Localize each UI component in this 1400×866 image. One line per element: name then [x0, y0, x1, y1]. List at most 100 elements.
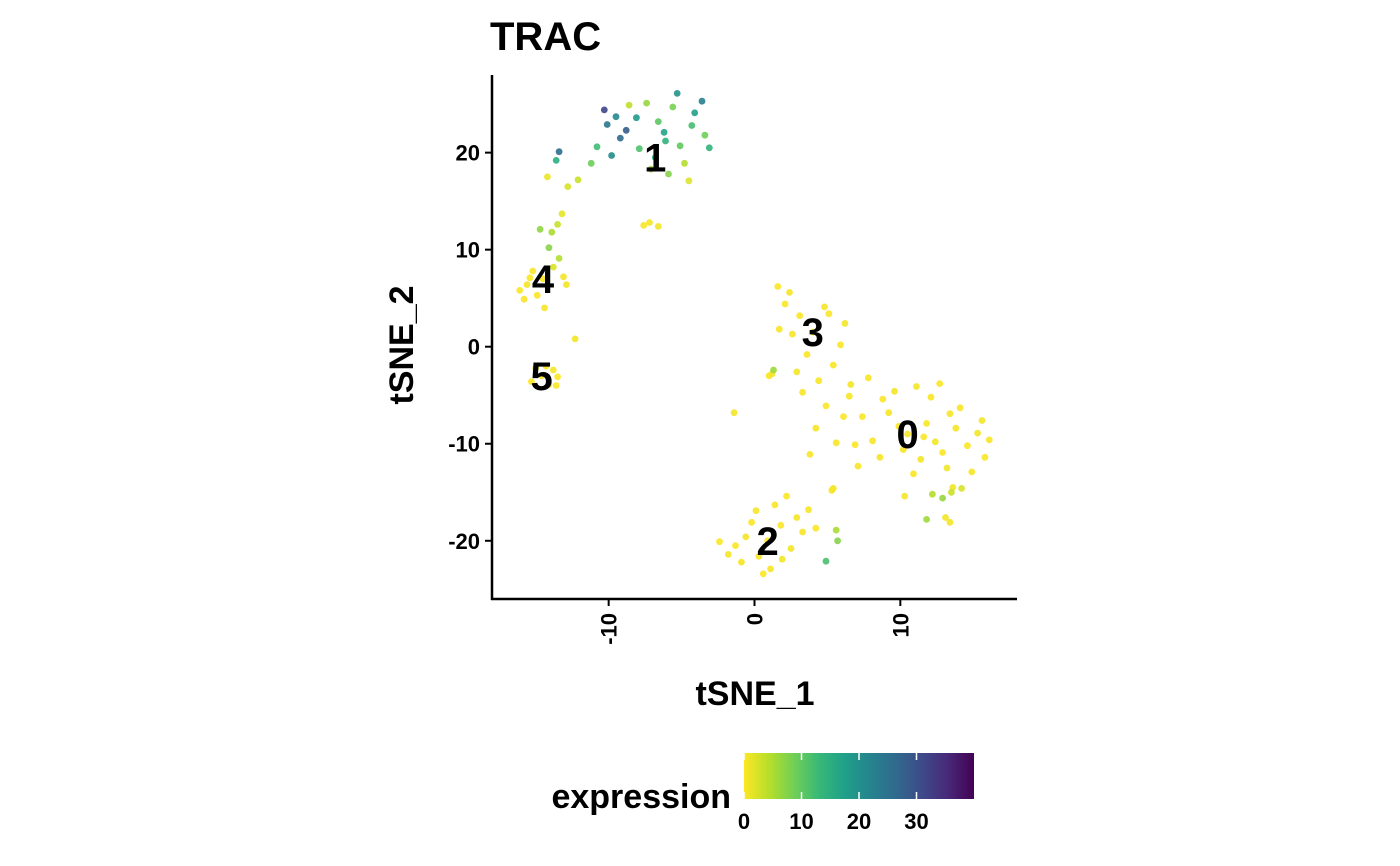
cell-point	[544, 173, 551, 181]
y-axis-ticks: -20 -10 0 10 20	[448, 141, 492, 554]
cell-point	[765, 372, 773, 380]
cell-point	[778, 555, 786, 563]
cell-point	[917, 455, 925, 463]
cell-point	[923, 420, 930, 427]
cell-point	[920, 433, 928, 441]
cell-point	[755, 552, 763, 560]
cell-point	[805, 506, 812, 514]
cell-point	[625, 101, 633, 109]
cell-point	[532, 364, 540, 372]
cell-point	[622, 126, 630, 134]
y-tick-label: 10	[456, 238, 480, 263]
cell-point	[539, 275, 547, 283]
y-tick-label: 0	[468, 335, 480, 360]
cell-point	[968, 468, 976, 476]
cell-point	[958, 485, 965, 492]
cluster-label: 5	[530, 355, 552, 399]
cell-point	[946, 410, 954, 418]
cell-point	[716, 538, 723, 546]
cell-point	[796, 312, 804, 320]
cell-point	[775, 325, 783, 333]
legend: expression 0 10 20 30	[551, 753, 974, 834]
cell-point	[841, 320, 849, 327]
cell-point	[748, 518, 755, 526]
points-layer	[516, 90, 993, 578]
cell-point	[685, 177, 693, 185]
cell-point	[538, 372, 545, 380]
cell-point	[803, 351, 811, 358]
cell-point	[851, 441, 859, 449]
cell-point	[742, 533, 750, 541]
cell-point	[777, 521, 785, 529]
cell-point	[732, 542, 739, 549]
cluster-label: 3	[802, 311, 824, 355]
y-tick-label: -10	[448, 432, 480, 457]
cell-point	[549, 366, 557, 374]
cell-point	[564, 183, 572, 191]
cell-point	[651, 154, 659, 161]
cell-point	[929, 490, 936, 498]
x-axis-ticks: -10 0 10	[597, 599, 913, 645]
cell-point	[654, 223, 662, 230]
cell-point	[936, 380, 944, 387]
cell-point	[701, 131, 709, 139]
cell-point	[809, 328, 817, 336]
cell-point	[563, 281, 570, 288]
cell-point	[528, 378, 535, 385]
cell-point	[600, 106, 608, 114]
cell-point	[799, 388, 806, 396]
cell-point	[770, 366, 777, 374]
cell-point	[825, 310, 833, 318]
cell-point	[552, 157, 560, 164]
cell-point	[633, 114, 640, 122]
cell-point	[974, 429, 981, 437]
cell-point	[608, 152, 615, 159]
cell-point	[789, 330, 796, 338]
cell-point	[752, 507, 760, 515]
cell-point	[646, 219, 653, 226]
cell-point	[939, 449, 946, 456]
cell-point	[681, 159, 688, 167]
cell-point	[786, 289, 793, 296]
cell-point	[612, 113, 620, 121]
cell-point	[759, 570, 767, 578]
cell-point	[923, 516, 930, 523]
cell-point	[574, 176, 582, 184]
cell-point	[529, 267, 537, 275]
y-tick-label: 20	[456, 141, 480, 166]
cell-point	[691, 109, 699, 117]
y-axis-title: tSNE_2	[383, 285, 421, 404]
cell-point	[555, 148, 563, 156]
cell-point	[593, 143, 601, 151]
cell-point	[542, 362, 550, 370]
x-axis-title: tSNE_1	[695, 675, 814, 713]
cell-point	[834, 537, 841, 545]
cell-point	[526, 274, 534, 282]
cell-point	[705, 144, 713, 152]
cell-point	[812, 524, 820, 532]
cell-point	[787, 545, 795, 552]
cell-point	[647, 165, 655, 173]
cluster-label: 2	[756, 520, 778, 564]
cell-point	[942, 514, 949, 521]
cell-point	[552, 382, 560, 389]
cell-point	[948, 488, 955, 496]
cell-point	[891, 387, 898, 395]
cell-point	[541, 304, 548, 312]
cell-point	[895, 422, 903, 430]
cell-point	[662, 137, 669, 145]
cell-point	[815, 377, 823, 385]
cell-point	[558, 210, 566, 218]
cell-point	[533, 291, 541, 299]
x-tick-label: -10	[597, 613, 622, 645]
cell-point	[931, 438, 939, 446]
cell-point	[854, 462, 862, 470]
cell-point	[571, 335, 579, 343]
cell-point	[927, 393, 935, 401]
cell-point	[799, 528, 806, 536]
cell-point	[774, 283, 782, 290]
cell-point	[910, 470, 917, 478]
cell-point	[869, 437, 876, 445]
cell-point	[939, 494, 946, 502]
